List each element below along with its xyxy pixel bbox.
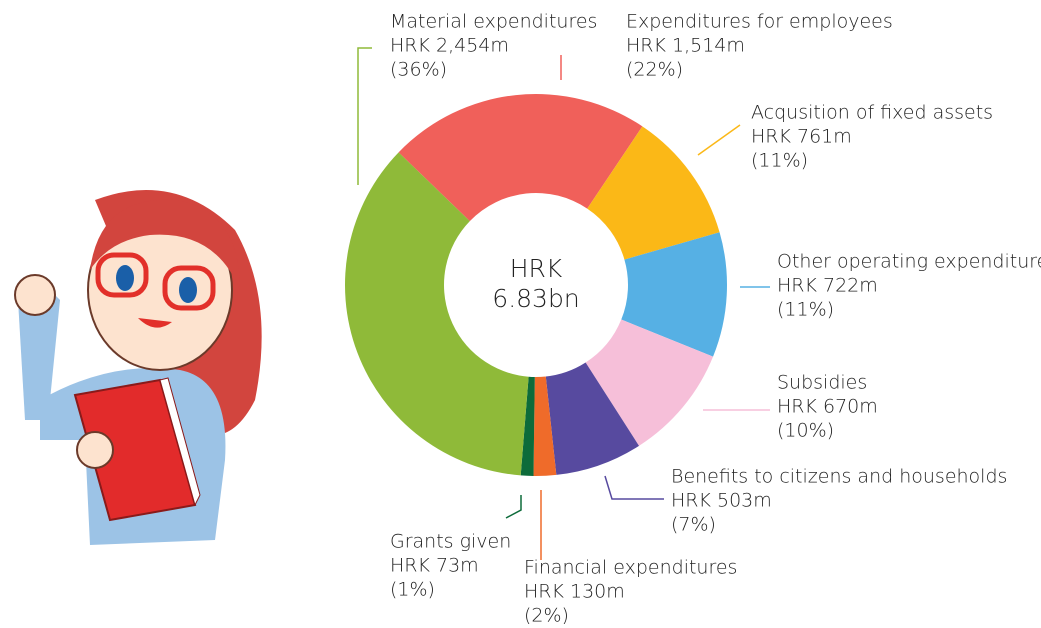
segment-name: Material expenditures: [390, 11, 597, 33]
donut-segment: [344, 152, 529, 476]
eye: [116, 265, 134, 291]
percent-label: (11%): [751, 150, 808, 172]
center-label: 6.83bn: [492, 284, 579, 313]
donut-segment: [545, 362, 639, 475]
leader-line: [697, 124, 741, 156]
segment-name: Benefits to citizens and households: [671, 466, 1007, 488]
value-label: HRK 670m: [777, 396, 878, 418]
percent-label: (1%): [390, 579, 435, 601]
percent-label: (7%): [671, 514, 716, 536]
arm: [18, 280, 60, 420]
donut-segment: [398, 93, 643, 222]
segment-name: Expenditures for employees: [626, 11, 893, 33]
hand: [14, 274, 56, 316]
mouth: [138, 318, 172, 328]
value-label: HRK 722m: [777, 275, 878, 297]
book-pages: [159, 377, 201, 507]
value-label: HRK 73m: [390, 555, 479, 577]
segment-name: Financial expenditures: [524, 557, 737, 579]
donut-segment: [585, 319, 714, 446]
hair-front: [90, 199, 240, 290]
donut-segment: [587, 126, 720, 260]
percent-label: (10%): [777, 420, 834, 442]
percent-label: (22%): [626, 59, 683, 81]
segment-name: Acqusition of fixed assets: [751, 102, 993, 124]
donut-segment: [533, 376, 557, 476]
hand: [76, 431, 114, 469]
value-label: HRK 761m: [751, 126, 852, 148]
donut-segment: [520, 376, 535, 476]
segment-name: Grants given: [390, 531, 511, 553]
leader-line: [604, 475, 664, 500]
leader-line: [505, 495, 522, 519]
segment-name: Subsidies: [777, 372, 867, 394]
percent-label: (11%): [777, 299, 834, 321]
percent-label: (36%): [390, 59, 447, 81]
glasses: [162, 265, 216, 311]
eye: [179, 277, 197, 303]
glasses: [95, 252, 149, 298]
value-label: HRK 2,454m: [390, 35, 509, 57]
leader-line: [357, 47, 372, 185]
percent-label: (2%): [524, 605, 569, 625]
segment-name: Other operating expenditures: [777, 251, 1041, 273]
center-label: HRK: [510, 254, 563, 283]
value-label: HRK 1,514m: [626, 35, 745, 57]
value-label: HRK 130m: [524, 581, 625, 603]
donut-segment: [621, 232, 727, 357]
value-label: HRK 503m: [671, 490, 772, 512]
illustration: [14, 190, 262, 545]
